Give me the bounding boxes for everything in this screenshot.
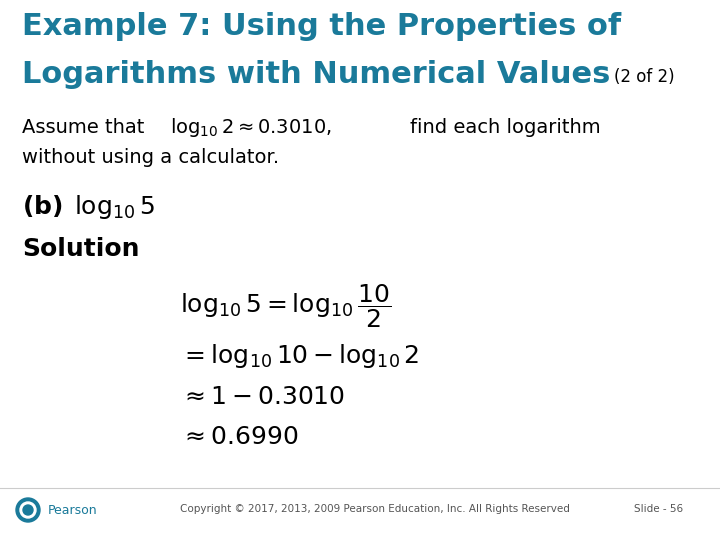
Text: $\log_{10} 2 \approx 0.3010,$: $\log_{10} 2 \approx 0.3010,$ [170, 116, 332, 139]
Text: Solution: Solution [22, 237, 140, 261]
Circle shape [20, 502, 36, 518]
Text: $\approx 0.6990$: $\approx 0.6990$ [180, 425, 299, 449]
Text: $\log_{10} 5 = \log_{10} \dfrac{10}{2}$: $\log_{10} 5 = \log_{10} \dfrac{10}{2}$ [180, 282, 391, 330]
Text: find each logarithm: find each logarithm [410, 118, 600, 137]
Text: Pearson: Pearson [48, 504, 98, 517]
Text: $= \log_{10} 10 - \log_{10} 2$: $= \log_{10} 10 - \log_{10} 2$ [180, 342, 420, 370]
Text: Slide - 56: Slide - 56 [634, 504, 683, 514]
Circle shape [16, 498, 40, 522]
Text: without using a calculator.: without using a calculator. [22, 148, 279, 167]
Text: $\approx 1 - 0.3010$: $\approx 1 - 0.3010$ [180, 385, 345, 409]
Text: Logarithms with Numerical Values: Logarithms with Numerical Values [22, 60, 611, 89]
Text: Assume that: Assume that [22, 118, 145, 137]
Text: Example 7: Using the Properties of: Example 7: Using the Properties of [22, 12, 621, 41]
Text: $\mathbf{(b)}$: $\mathbf{(b)}$ [22, 193, 63, 219]
Text: Copyright © 2017, 2013, 2009 Pearson Education, Inc. All Rights Reserved: Copyright © 2017, 2013, 2009 Pearson Edu… [180, 504, 570, 514]
Circle shape [23, 505, 33, 515]
Text: $\log_{10} 5$: $\log_{10} 5$ [74, 193, 155, 221]
Text: (2 of 2): (2 of 2) [614, 68, 675, 86]
